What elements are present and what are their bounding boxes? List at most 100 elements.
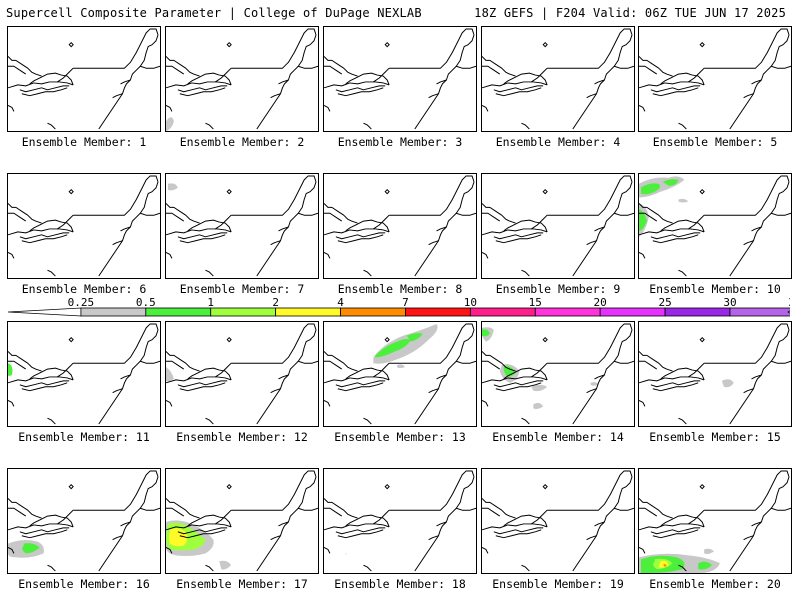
member-map-canvas xyxy=(482,28,634,130)
scp-shaded-area xyxy=(22,543,40,554)
colorbar-segment xyxy=(405,307,471,317)
scp-shaded-area xyxy=(663,563,667,567)
member-map-canvas xyxy=(324,470,476,572)
scp-shaded-area xyxy=(590,382,599,386)
colorbar-tick-label: 0.5 xyxy=(136,296,156,309)
ensemble-member-map-8 xyxy=(323,173,477,279)
member-map-canvas xyxy=(482,470,634,572)
scp-shaded-area xyxy=(639,209,647,231)
scp-shaded-area xyxy=(704,548,715,555)
colorbar-tick-label: 25 xyxy=(658,296,671,309)
colorbar-tick-label: 7 xyxy=(402,296,409,309)
ensemble-member-map-4 xyxy=(481,26,635,132)
scp-shaded-area xyxy=(698,561,713,570)
ensemble-member-map-5 xyxy=(638,26,792,132)
member-map-canvas xyxy=(324,323,476,425)
color-scale-bar: 0.25 0.5 1 2 4 7 10 15 20 25 30 35 xyxy=(8,296,790,320)
scp-shaded-area xyxy=(662,179,679,186)
ensemble-member-map-14 xyxy=(481,321,635,427)
ensemble-member-map-16 xyxy=(7,468,161,574)
member-map-canvas xyxy=(639,28,791,130)
scp-shaded-area xyxy=(397,364,405,369)
colorbar-segment xyxy=(599,307,666,317)
scp-shaded-area xyxy=(166,117,174,131)
member-map-canvas xyxy=(8,175,160,277)
scp-shaded-area xyxy=(531,384,548,392)
member-map-canvas xyxy=(166,28,318,131)
colorbar-tick-label: 0.25 xyxy=(68,296,95,309)
ensemble-member-map-11 xyxy=(7,321,161,427)
member-map-canvas xyxy=(639,175,791,277)
colorbar-tick-label: 30 xyxy=(723,296,736,309)
ensemble-member-label: Ensemble Member: 5 xyxy=(652,135,778,149)
ensemble-member-map-3 xyxy=(323,26,477,132)
ensemble-member-map-9 xyxy=(481,173,635,279)
colorbar-segment xyxy=(8,307,82,317)
colorbar-segment xyxy=(275,307,341,317)
ensemble-member-label: Ensemble Member: 13 xyxy=(334,430,466,444)
colorbar-tick-label: 4 xyxy=(337,296,344,309)
ensemble-member-map-7 xyxy=(165,173,319,279)
scp-shaded-area xyxy=(678,198,689,203)
colorbar-segment xyxy=(80,307,147,317)
ensemble-member-map-19 xyxy=(481,468,635,574)
ensemble-member-label: Ensemble Member: 11 xyxy=(18,430,150,444)
member-map-canvas xyxy=(166,175,318,277)
ensemble-member-label: Ensemble Member: 1 xyxy=(21,135,147,149)
ensemble-member-label: Ensemble Member: 15 xyxy=(649,430,781,444)
scp-shaded-area xyxy=(721,379,734,388)
scp-shaded-area xyxy=(482,329,490,337)
colorbar-segment xyxy=(145,307,212,317)
ensemble-member-label: Ensemble Member: 7 xyxy=(179,282,305,296)
ensemble-member-label: Ensemble Member: 3 xyxy=(337,135,463,149)
ensemble-member-map-20 xyxy=(638,468,792,574)
member-map-canvas xyxy=(324,28,476,130)
scp-shaded-area xyxy=(503,366,516,377)
colorbar-tick-label: 15 xyxy=(529,296,542,309)
member-map-canvas xyxy=(166,470,318,572)
ensemble-member-map-10 xyxy=(638,173,792,279)
colorbar-tick-label: 35 xyxy=(788,296,790,309)
ensemble-member-label: Ensemble Member: 6 xyxy=(21,282,147,296)
ensemble-member-label: Ensemble Member: 18 xyxy=(334,577,466,591)
member-map-canvas xyxy=(166,323,318,425)
scp-shaded-area xyxy=(533,402,544,409)
ensemble-member-label: Ensemble Member: 16 xyxy=(18,577,150,591)
ensemble-member-map-15 xyxy=(638,321,792,427)
colorbar-segment xyxy=(664,307,731,317)
colorbar-tick-label: 2 xyxy=(272,296,279,309)
colorbar-segment xyxy=(729,307,790,317)
scp-shaded-area xyxy=(345,553,347,555)
ensemble-member-map-2 xyxy=(165,26,319,132)
member-map-canvas xyxy=(8,28,160,130)
colorbar-segment xyxy=(210,307,277,317)
scp-shaded-area xyxy=(167,183,178,191)
scp-shaded-area xyxy=(640,183,661,195)
colorbar-tick-label: 10 xyxy=(464,296,477,309)
colorbar-tick-label: 1 xyxy=(207,296,214,309)
colorbar-segment xyxy=(340,307,406,317)
ensemble-member-map-12 xyxy=(165,321,319,427)
run-valid-time: 18Z GEFS | F204 Valid: 06Z TUE JUN 17 20… xyxy=(474,6,786,20)
member-map-canvas xyxy=(8,323,160,425)
ensemble-member-label: Ensemble Member: 17 xyxy=(176,577,308,591)
member-map-canvas xyxy=(8,470,160,572)
ensemble-member-label: Ensemble Member: 19 xyxy=(492,577,624,591)
colorbar-segment xyxy=(534,307,601,317)
ensemble-member-label: Ensemble Member: 10 xyxy=(649,282,781,296)
ensemble-member-map-18 xyxy=(323,468,477,574)
colorbar-segment xyxy=(787,310,790,314)
member-map-canvas xyxy=(324,175,476,277)
ensemble-member-label: Ensemble Member: 12 xyxy=(176,430,308,444)
ensemble-member-map-13 xyxy=(323,321,477,427)
member-map-canvas xyxy=(639,470,791,573)
ensemble-member-label: Ensemble Member: 4 xyxy=(495,135,621,149)
ensemble-member-map-17 xyxy=(165,468,319,574)
scp-shaded-area xyxy=(8,363,13,376)
ensemble-member-map-1 xyxy=(7,26,161,132)
scp-shaded-area xyxy=(219,560,232,570)
ensemble-member-label: Ensemble Member: 2 xyxy=(179,135,305,149)
colorbar-tick-label: 20 xyxy=(594,296,607,309)
scp-shaded-area xyxy=(406,333,423,342)
ensemble-member-label: Ensemble Member: 20 xyxy=(649,577,781,591)
